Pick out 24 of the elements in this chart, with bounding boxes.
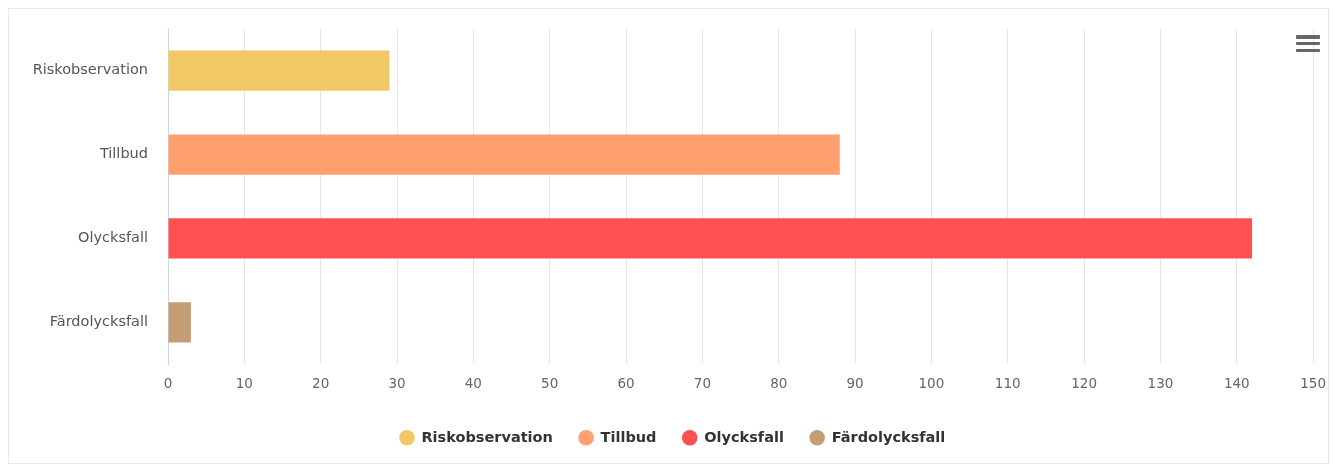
x-tick-label: 120: [1071, 374, 1097, 391]
x-tick-label: 100: [918, 374, 945, 391]
y-tick-label: Olycksfall: [78, 229, 148, 246]
y-tick-label: Färdolycksfall: [49, 313, 148, 330]
x-tick-label: 130: [1147, 374, 1174, 391]
y-tick-label: Riskobservation: [32, 61, 148, 78]
x-tick-label: 90: [846, 374, 864, 391]
legend-label: Tillbud: [600, 428, 657, 445]
legend-label: Färdolycksfall: [831, 428, 946, 445]
x-tick-label: 150: [1300, 374, 1327, 391]
legend-label: Riskobservation: [421, 428, 553, 445]
x-tick-label: 0: [163, 374, 173, 391]
x-tick-label: 110: [994, 374, 1021, 391]
x-tick-label: 140: [1223, 374, 1250, 391]
x-tick-label: 60: [617, 374, 635, 391]
x-tick-label: 70: [693, 374, 711, 391]
y-tick-label: Tillbud: [98, 145, 148, 162]
x-tick-label: 20: [312, 374, 330, 391]
x-tick-label: 10: [235, 374, 253, 391]
legend-label: Olycksfall: [704, 428, 784, 445]
x-tick-label: 30: [388, 374, 406, 391]
x-tick-label: 50: [541, 374, 559, 391]
x-tick-label: 80: [770, 374, 788, 391]
x-tick-label: 40: [464, 374, 482, 391]
